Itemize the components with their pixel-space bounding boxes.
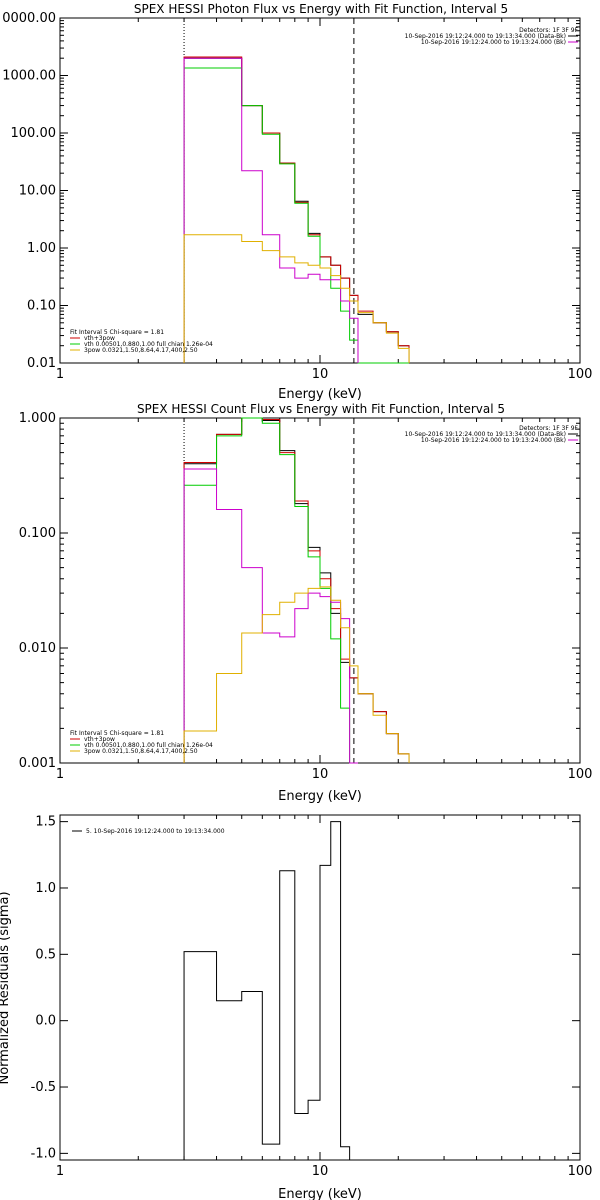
y-tick-label: 0.0 [35,1014,56,1029]
panel-photon-flux: SPEX HESSI Photon Flux vs Energy with Fi… [2,2,592,402]
series-3-line [183,468,358,764]
panel-residuals: -1.0 -0.5 0.0 0.5 1.0 1.5 1 10 100 Energy (keV)… [0,814,593,1200]
y-axis: -1.0 -0.5 0.0 0.5 1.0 1.5 [31,815,580,1161]
series-4-line [183,586,410,763]
legend-3pow: 3pow 0.0321,1.50,8.64,4.17,400,2.50 [84,748,198,755]
panel-count-flux: SPEX HESSI Count Flux vs Energy with Fit… [19,402,593,804]
y-tick-label: 1000.00 [2,69,56,84]
plot-frame [59,417,581,764]
chart-title: SPEX HESSI Photon Flux vs Energy with Fi… [134,2,508,16]
legend-detectors: Detectors: 1F 3F 9F [519,425,578,432]
legend-data-interval: 10-Sep-2016 19:12:24.000 to 19:13:34.000… [405,33,566,40]
x-axis-label: Energy (keV) [278,387,362,402]
plot-frame [59,17,581,364]
legend-vth: vth 0.00501,0.880,1.00 full chian 1.26e-… [84,341,213,348]
series-1-line [183,417,410,763]
y-tick-label: 0.5 [35,947,56,962]
y-tick-label: 0000.00 [2,11,56,26]
series-2-line [183,417,358,764]
y-tick-label: 0.10 [27,299,56,314]
x-axis: 1 10 100 [56,418,593,782]
legend-bottom-left: Fit Interval 5 Chi-square = 1.81 vth+3po… [70,329,213,354]
series-group [183,56,410,364]
y-tick-label: -0.5 [31,1080,56,1095]
fit-info: Fit Interval 5 Chi-square = 1.81 [70,329,164,336]
series-0-line [183,57,410,363]
y-tick-label: 1.5 [35,815,56,830]
x-axis: 1 10 100 [56,815,593,1179]
x-tick-label: 10 [312,1164,329,1179]
y-tick-label: 1.00 [27,241,56,256]
series-2-line [183,67,410,364]
x-axis-label: Energy (keV) [278,789,362,804]
series-0-line [183,821,351,1160]
y-tick-label: -1.0 [31,1146,56,1161]
x-axis: 1 10 100 [56,18,593,382]
legend-interval: 5. 10-Sep-2016 19:12:24.000 to 19:13:34.… [86,828,225,835]
series-3-line [183,57,359,363]
legend-top-right: Detectors: 1F 3F 9F 10-Sep-2016 19:12:24… [405,27,579,46]
series-1-line [183,56,410,363]
fit-info: Fit Interval 5 Chi-square = 1.81 [70,730,164,737]
y-tick-label: 0.001 [19,756,56,771]
energy-range-markers [183,18,355,363]
y-axis: 0.01 0.10 1.00 10.00 100.00 1000.00 0000.00 [2,11,580,371]
legend-data-interval: 10-Sep-2016 19:12:24.000 to 19:13:34.000… [405,431,566,438]
legend-bottom-left: Fit Interval 5 Chi-square = 1.81 vth+3po… [70,730,213,755]
x-tick-label: 1 [56,767,64,782]
x-tick-label: 1 [56,367,64,382]
x-tick-label: 100 [568,767,593,782]
legend-bk-interval: 10-Sep-2016 19:12:24.000 to 19:13:24.000… [421,437,566,444]
legend-top-left: 5. 10-Sep-2016 19:12:24.000 to 19:13:34.… [72,828,225,835]
y-tick-label: 1.000 [19,411,56,426]
legend-bk-interval: 10-Sep-2016 19:12:24.000 to 19:13:24.000… [421,39,566,46]
series-group [183,821,351,1160]
series-4-line [183,234,410,363]
y-axis: 0.001 0.010 0.100 1.000 [19,411,580,771]
y-tick-label: 0.100 [19,526,56,541]
x-tick-label: 10 [312,367,329,382]
legend-vth3pow: vth+3pow [84,335,115,342]
legend-vth3pow: vth+3pow [84,736,115,743]
energy-range-markers [183,418,355,763]
series-group [183,417,410,764]
x-tick-label: 100 [568,367,593,382]
x-tick-label: 1 [56,1164,64,1179]
legend-3pow: 3pow 0.0321,1.50,8.64,4.17,400,2.50 [84,347,198,354]
y-tick-label: 100.00 [11,126,57,141]
x-axis-label: Energy (keV) [278,1187,362,1200]
y-tick-label: 0.01 [27,356,56,371]
y-axis-label: Normalized Residuals (sigma) [0,891,12,1084]
legend-detectors: Detectors: 1F 3F 9F [519,27,578,34]
x-tick-label: 10 [312,767,329,782]
legend-top-right: Detectors: 1F 3F 9F 10-Sep-2016 19:12:24… [405,425,579,444]
legend-vth: vth 0.00501,0.880,1.00 full chian 1.26e-… [84,742,213,749]
y-tick-label: 10.00 [19,184,56,199]
y-tick-label: 1.0 [35,881,56,896]
x-tick-label: 100 [568,1164,593,1179]
chart-title: SPEX HESSI Count Flux vs Energy with Fit… [137,402,505,416]
y-tick-label: 0.010 [19,641,56,656]
